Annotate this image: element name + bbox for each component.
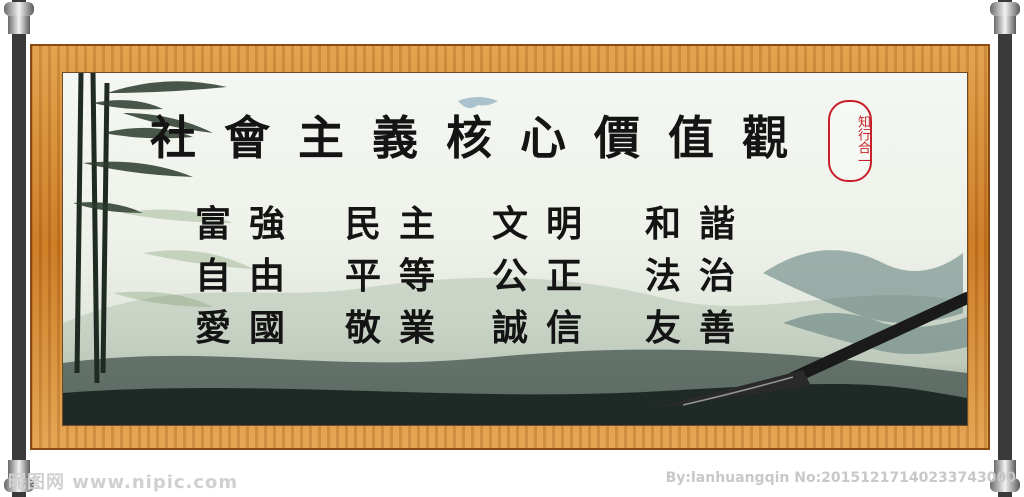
scroll-rod-left bbox=[4, 0, 34, 497]
red-seal-stamp: 知行合一 bbox=[828, 100, 872, 182]
scroll-rod-right bbox=[990, 0, 1020, 497]
value-item: 法治 bbox=[645, 255, 754, 297]
value-item: 友善 bbox=[645, 307, 754, 349]
value-item: 富強 bbox=[195, 203, 304, 245]
title-char: 值 bbox=[668, 111, 716, 165]
value-item: 公正 bbox=[492, 255, 601, 297]
value-item: 敬業 bbox=[345, 307, 454, 349]
value-item: 平等 bbox=[345, 255, 454, 297]
title-char: 心 bbox=[520, 111, 568, 165]
watermark-site: 昵图网 www.nipic.com bbox=[8, 472, 239, 493]
title-char: 社 bbox=[150, 111, 198, 165]
ink-landscape-art bbox=[63, 73, 967, 425]
title-char: 核 bbox=[446, 111, 494, 165]
value-item: 自由 bbox=[195, 255, 304, 297]
core-values-grid: 富強 民主 文明 和諧 自由 平等 公正 法治 愛國 敬業 誠信 友善 bbox=[195, 195, 755, 349]
title-char: 會 bbox=[224, 111, 272, 165]
title-char: 主 bbox=[298, 111, 346, 165]
title-char: 義 bbox=[372, 111, 420, 165]
title-char: 價 bbox=[594, 111, 642, 165]
title-char: 觀 bbox=[742, 111, 790, 165]
value-item: 民主 bbox=[345, 203, 454, 245]
value-item: 和諧 bbox=[645, 203, 754, 245]
scroll-title: 社 會 主 義 核 心 價 值 觀 bbox=[150, 100, 790, 170]
watermark-author-id: By:lanhuangqin No:20151217140233743000 bbox=[665, 470, 1016, 486]
value-item: 愛國 bbox=[195, 307, 304, 349]
value-item: 誠信 bbox=[492, 307, 601, 349]
value-item: 文明 bbox=[492, 203, 601, 245]
painting-canvas bbox=[62, 72, 968, 426]
seal-text: 知行合一 bbox=[855, 115, 870, 167]
